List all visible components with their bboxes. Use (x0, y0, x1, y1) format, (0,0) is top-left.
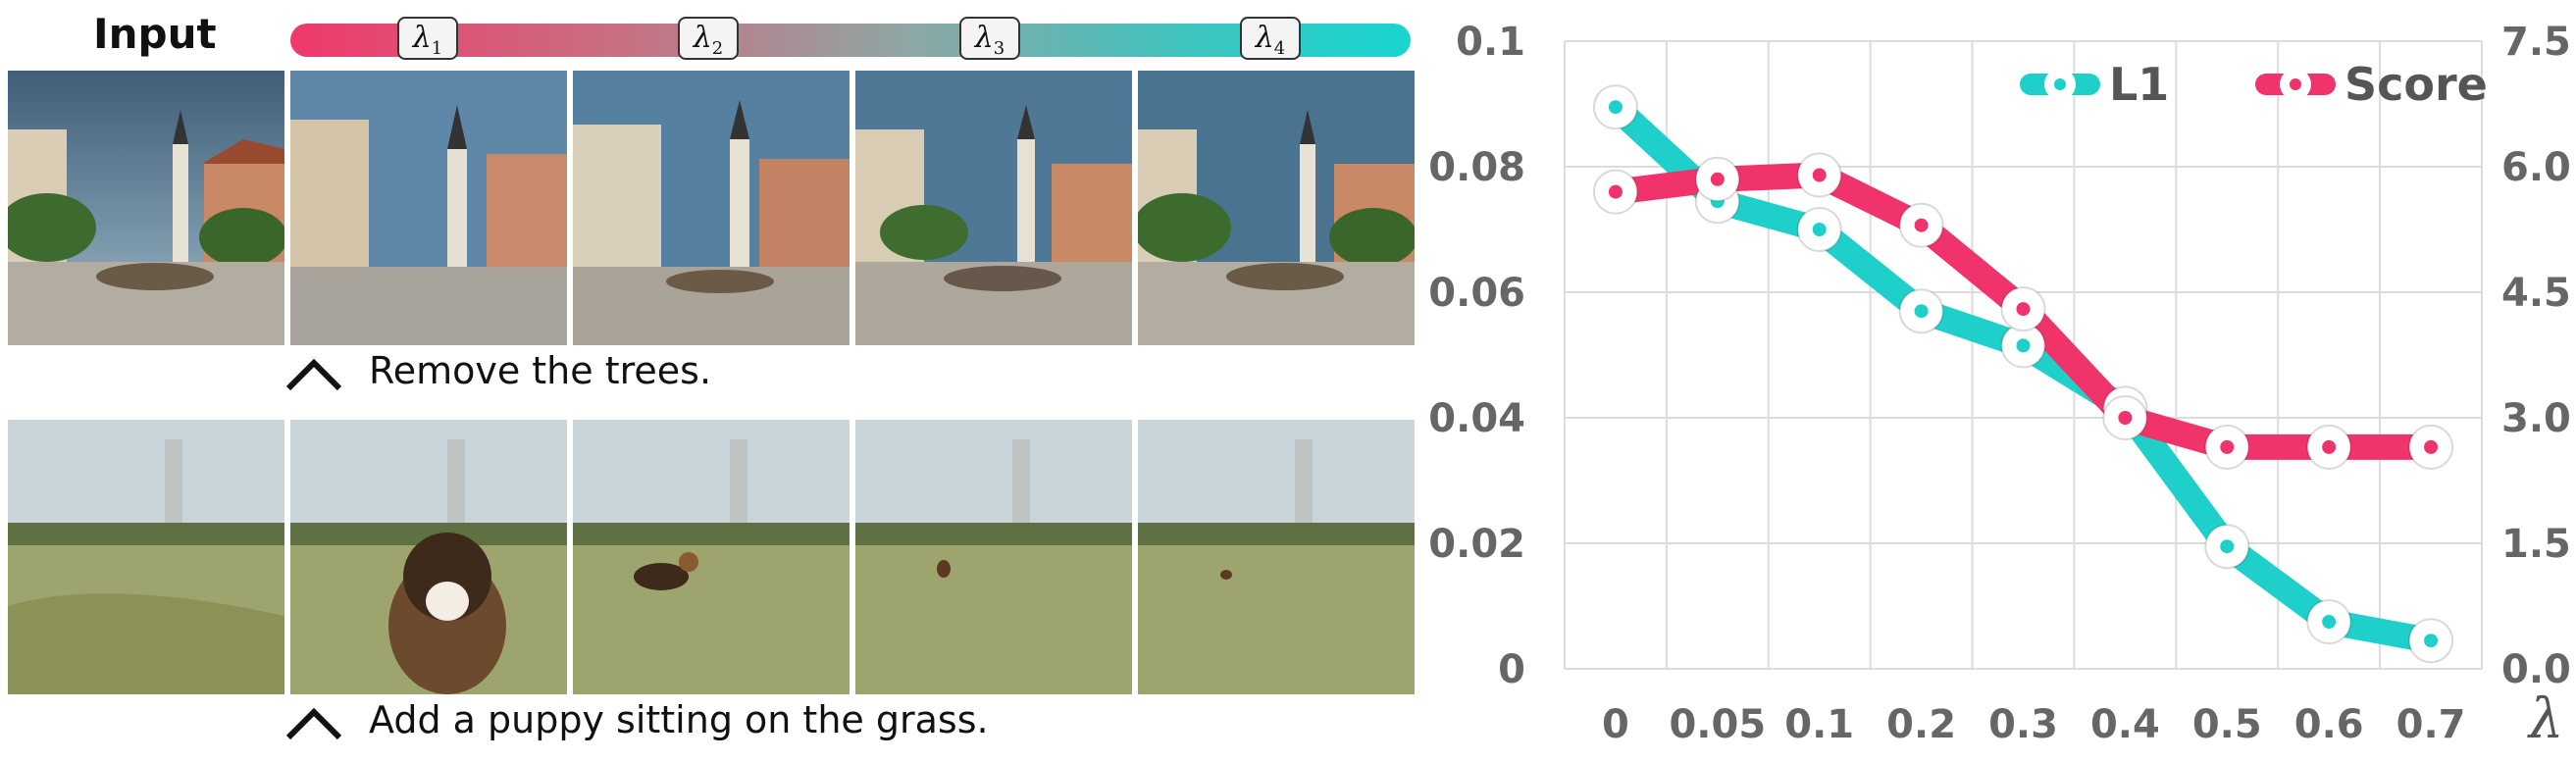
data-point-dot-score (1608, 184, 1623, 199)
data-point-dot-score (2322, 439, 2337, 454)
x-tick-label: 0.6 (2294, 702, 2364, 747)
data-point-dot-score (2118, 411, 2133, 425)
row1-caption: Remove the trees. (369, 349, 712, 392)
data-point-dot-l1 (1608, 100, 1623, 115)
left-y-axis: 0 0.02 0.04 0.06 0.08 0.1 (1428, 20, 1525, 692)
l1-score-line-chart: 00.020.040.060.080.1 0.01.53.04.56.07.5 … (1428, 20, 2571, 751)
legend-label-score: Score (2344, 58, 2488, 111)
x-tick-label: 0.3 (1988, 702, 2058, 747)
caret-up-icon (285, 707, 342, 740)
data-point-dot-l1 (2220, 539, 2235, 554)
data-point-dot-score (1710, 172, 1725, 186)
field-lambda3-image (855, 420, 1132, 694)
data-point-dot-score (2016, 302, 2031, 317)
data-point-dot-l1 (1812, 223, 1827, 236)
input-label: Input (93, 10, 217, 58)
x-tick-label: 0.5 (2192, 702, 2262, 747)
field-input-image (8, 420, 284, 694)
lambda-gradient-bar: λ1 λ2 λ3 λ4 (290, 17, 1411, 60)
x-axis: 0 0.05 0.1 0.2 0.3 0.4 0.5 0.6 0.7 (1602, 702, 2465, 747)
data-point-dot-score (2220, 439, 2235, 454)
legend-marker-dot-l1 (2054, 78, 2066, 90)
field-lambda2-image (573, 420, 850, 694)
left-y-tick-label: 0.1 (1456, 20, 1525, 65)
town-square-lambda4-image (1138, 71, 1415, 345)
field-lambda1-image (290, 420, 567, 694)
data-point-dot-l1 (2016, 338, 2031, 353)
x-tick-label: 0.1 (1784, 702, 1854, 747)
legend-label-l1: L1 (2109, 58, 2169, 111)
series-points (1592, 84, 2454, 664)
x-tick-label: 0 (1602, 702, 1629, 747)
left-y-tick-label: 0.08 (1428, 145, 1525, 190)
right-y-axis: 0.0 1.5 3.0 4.5 6.0 7.5 (2501, 20, 2571, 692)
town-square-input-image (8, 71, 284, 345)
x-tick-label: 0.7 (2396, 702, 2466, 747)
x-tick-label: 0.05 (1669, 702, 1766, 747)
x-tick-label: 0.2 (1886, 702, 1956, 747)
caret-up-icon (285, 358, 342, 391)
chart-legend: L1 Score (2020, 58, 2488, 111)
data-point-dot-l1 (2424, 634, 2439, 648)
right-y-tick-label: 6.0 (2501, 145, 2571, 190)
right-y-tick-label: 4.5 (2501, 271, 2571, 316)
right-y-tick-label: 3.0 (2501, 396, 2571, 441)
left-y-tick-label: 0.04 (1428, 396, 1525, 441)
legend-marker-dot-score (2290, 78, 2301, 90)
data-point-dot-l1 (1914, 304, 1929, 319)
x-axis-label: λ (2527, 687, 2564, 751)
town-square-lambda1-image (290, 71, 567, 345)
lambda-2-tag: λ2 (678, 17, 739, 60)
lambda-1-tag: λ1 (397, 17, 458, 60)
data-point-dot-l1 (2322, 615, 2337, 629)
row2-caption: Add a puppy sitting on the grass. (369, 698, 989, 741)
town-square-lambda3-image (855, 71, 1132, 345)
left-y-tick-label: 0.06 (1428, 271, 1525, 316)
right-y-tick-label: 7.5 (2501, 20, 2571, 65)
x-tick-label: 0.4 (2090, 702, 2160, 747)
left-y-tick-label: 0 (1498, 647, 1525, 692)
lambda-3-tag: λ3 (959, 17, 1020, 60)
town-square-lambda2-image (573, 71, 850, 345)
right-y-tick-label: 1.5 (2501, 522, 2571, 567)
lambda-4-tag: λ4 (1240, 17, 1301, 60)
field-lambda4-image (1138, 420, 1415, 694)
left-y-tick-label: 0.02 (1428, 522, 1525, 567)
data-point-dot-score (1914, 218, 1929, 232)
data-point-dot-score (1812, 168, 1827, 182)
right-y-tick-label: 0.0 (2501, 647, 2571, 692)
data-point-dot-score (2424, 439, 2439, 454)
